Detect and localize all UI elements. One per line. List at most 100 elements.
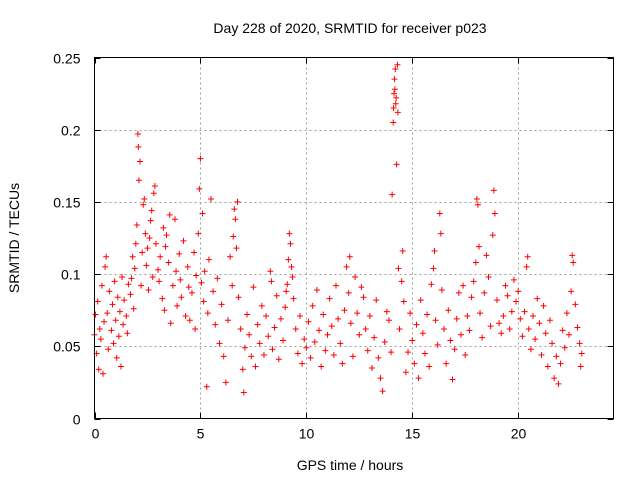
- data-point: [574, 324, 581, 331]
- data-point: [345, 289, 352, 296]
- data-point: [204, 310, 211, 317]
- data-point: [561, 344, 568, 351]
- data-point: [177, 276, 184, 283]
- x-tick-label: 0: [92, 426, 100, 442]
- data-point: [292, 325, 299, 332]
- y-tick-label: 0.25: [53, 51, 80, 67]
- data-point: [390, 105, 397, 112]
- y-tick-label: 0: [73, 412, 81, 428]
- data-point: [192, 325, 199, 332]
- data-point: [445, 307, 452, 314]
- data-point: [330, 351, 337, 358]
- data-point: [553, 353, 560, 360]
- data-point: [105, 346, 112, 353]
- data-point: [94, 298, 101, 305]
- data-point: [417, 297, 424, 304]
- data-point: [248, 353, 255, 360]
- x-tick-label: 15: [405, 426, 421, 442]
- data-point: [432, 317, 439, 324]
- data-point: [166, 211, 173, 218]
- data-point: [400, 298, 407, 305]
- data-point: [222, 379, 229, 386]
- data-point: [135, 177, 142, 184]
- data-point: [506, 325, 513, 332]
- data-point: [106, 288, 113, 295]
- data-point: [234, 198, 241, 205]
- data-point: [186, 317, 193, 324]
- data-point: [392, 66, 399, 73]
- data-point: [241, 344, 248, 351]
- data-point: [551, 375, 558, 382]
- data-point: [149, 273, 156, 280]
- data-point: [394, 109, 401, 116]
- x-tick-label: 20: [511, 426, 527, 442]
- data-point: [385, 317, 392, 324]
- data-point: [322, 347, 329, 354]
- x-tick-label: 10: [299, 426, 315, 442]
- data-point: [555, 380, 562, 387]
- data-point: [176, 250, 183, 257]
- data-point: [152, 240, 159, 247]
- data-point: [447, 337, 454, 344]
- data-point: [125, 281, 132, 288]
- data-point: [184, 263, 191, 270]
- data-point: [496, 320, 503, 327]
- data-point: [134, 131, 141, 138]
- data-point: [147, 217, 154, 224]
- data-point: [421, 350, 428, 357]
- data-point: [103, 253, 110, 260]
- data-point: [235, 294, 242, 301]
- data-point: [577, 363, 584, 370]
- data-point: [540, 302, 547, 309]
- data-point: [114, 294, 121, 301]
- data-point: [277, 315, 284, 322]
- data-point: [468, 294, 475, 301]
- data-point: [200, 298, 207, 305]
- data-point: [524, 253, 531, 260]
- data-point: [393, 161, 400, 168]
- data-point: [352, 273, 359, 280]
- x-tick-labels: 0 5 10 15 20: [92, 426, 527, 442]
- data-point: [519, 333, 526, 340]
- data-point: [490, 187, 497, 194]
- data-point: [389, 191, 396, 198]
- data-point: [434, 341, 441, 348]
- data-point: [285, 256, 292, 263]
- data-point: [391, 76, 398, 83]
- data-point: [246, 331, 253, 338]
- data-point: [473, 196, 480, 203]
- data-point: [294, 350, 301, 357]
- data-point: [260, 351, 267, 358]
- y-tick-label: 0.1: [61, 267, 81, 283]
- data-point: [530, 312, 537, 319]
- data-point: [451, 346, 458, 353]
- data-point: [339, 360, 346, 367]
- data-point: [557, 360, 564, 367]
- data-point: [405, 349, 412, 356]
- data-point: [167, 320, 174, 327]
- data-point: [143, 262, 150, 269]
- data-point: [212, 321, 219, 328]
- data-point: [113, 354, 120, 361]
- data-point: [233, 245, 240, 252]
- data-point: [349, 353, 356, 360]
- data-point: [290, 295, 297, 302]
- data-point: [563, 310, 570, 317]
- data-point: [466, 327, 473, 334]
- data-point: [335, 315, 342, 322]
- data-point: [128, 275, 135, 282]
- data-point: [124, 330, 131, 337]
- data-point: [491, 210, 498, 217]
- data-point: [263, 312, 270, 319]
- grid-lines: [94, 57, 614, 419]
- data-point: [485, 273, 492, 280]
- data-point: [185, 284, 192, 291]
- data-point: [346, 253, 353, 260]
- data-point: [360, 294, 367, 301]
- data-point: [549, 340, 556, 347]
- data-point: [145, 286, 152, 293]
- data-point: [244, 311, 251, 318]
- data-point: [140, 201, 147, 208]
- data-point: [197, 155, 204, 162]
